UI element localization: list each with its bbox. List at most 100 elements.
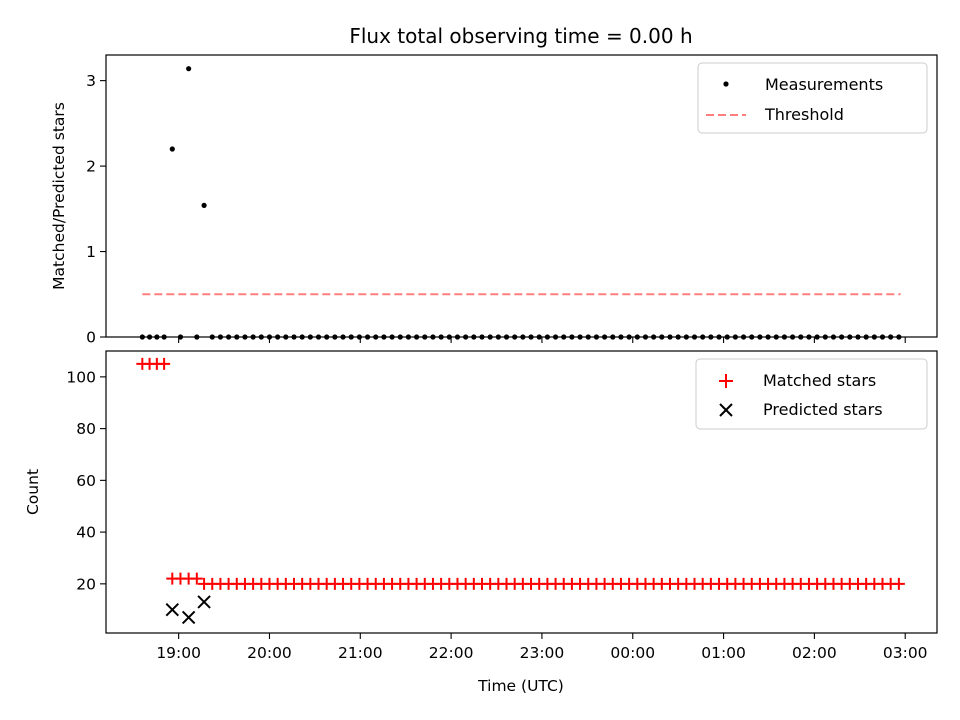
measurement-point	[463, 334, 469, 340]
top-legend-box	[697, 62, 928, 134]
measurement-point	[659, 334, 665, 340]
measurement-point	[593, 334, 600, 340]
measurement-point	[291, 334, 297, 340]
measurement-point	[169, 146, 175, 152]
matched-stars-point	[158, 357, 171, 370]
legend-threshold-label: Threshold	[764, 105, 844, 124]
measurement-point	[250, 334, 256, 340]
x-tick-label-4: 23:00	[520, 644, 565, 662]
legend-predicted-stars-label: Predicted stars	[763, 400, 883, 419]
measurement-point	[275, 334, 281, 340]
top-y-tick-label-3: 3	[86, 72, 96, 90]
measurement-point	[186, 66, 192, 72]
measurement-point	[863, 334, 869, 340]
x-tick-label-6: 01:00	[701, 644, 746, 662]
measurement-point	[161, 334, 167, 340]
measurement-point	[618, 334, 624, 340]
x-tick-label-5: 00:00	[610, 644, 655, 662]
measurement-point	[315, 334, 322, 340]
measurement-point	[888, 334, 894, 340]
measurement-point	[422, 334, 428, 340]
measurement-point	[814, 334, 820, 340]
bottom-y-tick-label-3: 80	[76, 420, 96, 438]
bottom-panel: 20 40 60 80 100 19:00 20:00 21:00 22:00 23:00 00:…	[24, 350, 938, 695]
x-tick-label-1: 20:00	[247, 644, 292, 662]
measurement-point	[577, 334, 583, 340]
measurement-point	[495, 334, 501, 340]
measurement-point	[667, 334, 673, 340]
predicted-stars-point	[197, 595, 211, 609]
x-tick-label-2: 21:00	[338, 644, 383, 662]
measurement-point	[146, 334, 153, 340]
measurement-point	[683, 334, 689, 340]
measurement-point	[487, 334, 493, 340]
measurement-point	[724, 334, 730, 340]
measurement-point	[781, 334, 788, 340]
bottom-legend: Matched stars Predicted stars	[695, 358, 928, 430]
top-panel-marks	[139, 66, 902, 340]
measurement-point	[405, 334, 412, 340]
bottom-panel-marks	[136, 357, 905, 625]
measurement-point	[479, 334, 485, 340]
measurement-point	[634, 334, 640, 340]
measurement-point	[471, 334, 477, 340]
x-tick-label-3: 22:00	[429, 644, 474, 662]
measurement-point	[585, 334, 591, 340]
measurement-point	[822, 334, 828, 340]
top-y-tick-label-1: 1	[86, 243, 96, 261]
measurement-point	[716, 334, 722, 340]
measurement-point	[708, 334, 714, 340]
measurement-point	[610, 334, 616, 340]
measurement-point	[503, 334, 510, 340]
measurement-point	[139, 334, 145, 340]
legend-predicted-stars-marker	[719, 403, 733, 417]
top-panel: 0 1 2 3 Matched/Predicted stars Measurement…	[50, 54, 938, 347]
measurement-point	[364, 334, 371, 340]
matched-stars-point	[892, 577, 905, 590]
bottom-y-tick-label-4: 100	[66, 368, 96, 386]
measurement-point	[773, 334, 779, 340]
measurement-point	[602, 334, 608, 340]
measurement-point	[520, 334, 526, 340]
x-axis-label: Time (UTC)	[477, 677, 564, 695]
bottom-y-tick-label-1: 40	[76, 524, 96, 542]
measurement-point	[896, 334, 902, 340]
measurement-point	[651, 334, 657, 340]
chart-title: Flux total observing time = 0.00 h	[349, 24, 692, 48]
measurement-point	[258, 334, 264, 340]
measurement-point	[536, 334, 542, 340]
bottom-panel-x-ticks: 19:00 20:00 21:00 22:00 23:00 00:00 01:00 02:00…	[156, 633, 928, 662]
top-panel-y-axis-label: Matched/Predicted stars	[50, 102, 68, 290]
bottom-panel-frame	[105, 350, 938, 634]
measurement-point	[569, 334, 575, 340]
measurement-point	[454, 334, 461, 340]
measurement-point	[154, 334, 160, 340]
measurement-point	[642, 334, 649, 340]
measurement-point	[307, 334, 313, 340]
x-tick-label-0: 19:00	[156, 644, 201, 662]
predicted-stars-point	[181, 610, 196, 625]
measurement-point	[700, 334, 706, 340]
measurement-point	[830, 334, 837, 340]
measurement-point	[299, 334, 305, 340]
top-y-tick-label-2: 2	[86, 158, 96, 176]
top-panel-x-ticks	[178, 337, 906, 343]
measurement-point	[691, 334, 698, 340]
measurement-point	[324, 334, 330, 340]
measurement-point	[430, 334, 436, 340]
x-tick-label-7: 02:00	[792, 644, 837, 662]
bottom-panel-y-ticks: 20 40 60 80 100	[66, 368, 106, 593]
measurement-point	[242, 334, 248, 340]
measurement-point	[194, 334, 200, 340]
measurement-point	[356, 334, 362, 340]
measurement-point	[749, 334, 755, 340]
measurement-point	[209, 334, 215, 340]
measurement-point	[757, 334, 763, 340]
measurement-point	[283, 334, 289, 340]
measurement-point	[438, 334, 444, 340]
measurement-point	[226, 334, 232, 340]
top-legend: Measurements Threshold	[697, 62, 928, 134]
measurement-point	[626, 334, 632, 340]
measurement-point	[855, 334, 861, 340]
